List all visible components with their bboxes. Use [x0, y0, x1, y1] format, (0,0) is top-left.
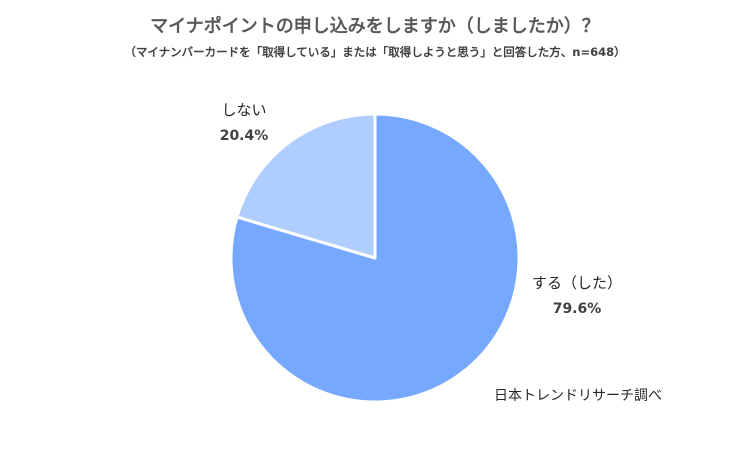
chart-subtitle: （マイナンバーカードを「取得している」または「取得しようと思う」と回答した方、n…	[124, 45, 626, 59]
slice-label-shinai: しない	[221, 101, 266, 119]
chart-source: 日本トレンドリサーチ調べ	[494, 388, 662, 404]
slice-value-suru: 79.6%	[553, 301, 602, 317]
slice-label-suru: する（した）	[532, 274, 622, 292]
chart-title: マイナポイントの申し込みをしますか（しましたか）？	[150, 16, 600, 37]
pie-slice-shinai	[235, 112, 377, 260]
slice-value-shinai: 20.4%	[220, 128, 269, 144]
